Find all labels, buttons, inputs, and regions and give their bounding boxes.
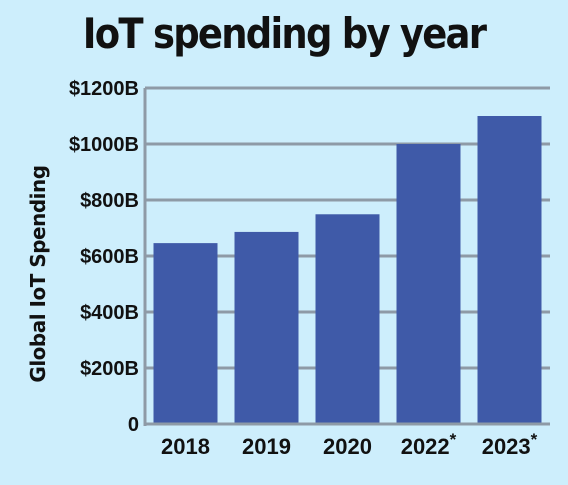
y-tick-label-6: $1200B: [69, 78, 139, 100]
y-tick-label-4: $800B: [80, 190, 139, 212]
chart-title: IoT spending by year: [82, 9, 487, 58]
x-tick-label-1: 2019: [242, 434, 291, 459]
y-tick-label-5: $1000B: [69, 134, 139, 156]
x-tick-label-4: 2023*: [482, 430, 538, 459]
bar-3: [396, 144, 461, 424]
bar-1: [234, 231, 299, 424]
bar-4: [477, 116, 542, 424]
x-tick-label-2: 2020: [323, 434, 372, 459]
y-tick-label-1: $200B: [80, 358, 139, 380]
bar-2: [315, 214, 380, 424]
x-tick-label-0: 2018: [161, 434, 210, 459]
y-tick-label-3: $600B: [80, 246, 139, 268]
y-tick-label-2: $400B: [80, 302, 139, 324]
y-tick-label-0: 0: [128, 414, 139, 436]
x-tick-label-3: 2022*: [401, 430, 457, 459]
bar-0: [153, 243, 218, 424]
